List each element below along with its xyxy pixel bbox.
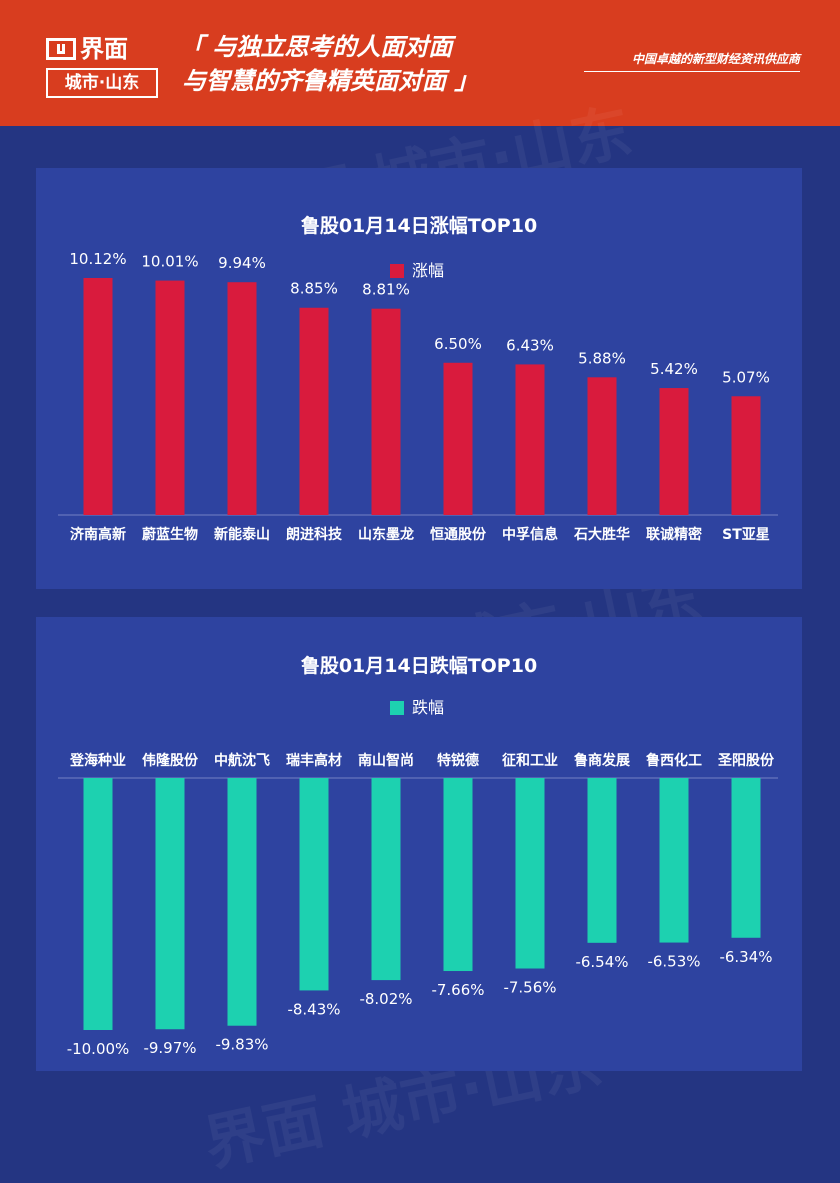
bar xyxy=(515,778,545,969)
data-label: -6.54% xyxy=(575,953,628,971)
legend-label: 跌幅 xyxy=(412,698,444,717)
bar xyxy=(155,778,185,1030)
bar xyxy=(299,778,329,991)
header-banner: 界面 城市·山东 「 与独立思考的人面对面 与智慧的齐鲁精英面对面 」 中国卓越… xyxy=(0,0,840,126)
bar xyxy=(731,778,761,938)
bar xyxy=(227,282,257,515)
bar xyxy=(83,278,113,515)
legend-swatch xyxy=(390,264,404,278)
slogan-line-2: 与智慧的齐鲁精英面对面 」 xyxy=(182,67,479,95)
data-label: -10.00% xyxy=(67,1040,130,1058)
category-label: 鲁西化工 xyxy=(645,752,702,769)
tagline-divider xyxy=(584,71,800,72)
tagline: 中国卓越的新型财经资讯供应商 xyxy=(631,52,800,66)
data-label: -8.43% xyxy=(287,1000,340,1018)
data-label: -9.97% xyxy=(143,1039,196,1057)
category-label: 圣阳股份 xyxy=(717,752,775,769)
data-label: 5.07% xyxy=(722,368,770,386)
slogan: 「 与独立思考的人面对面 与智慧的齐鲁精英面对面 」 xyxy=(180,30,520,98)
data-label: -6.53% xyxy=(647,953,700,971)
data-label: 6.43% xyxy=(506,336,554,354)
bar xyxy=(443,362,473,515)
data-label: 5.42% xyxy=(650,360,698,378)
bar xyxy=(731,396,761,515)
category-label: 蔚蓝生物 xyxy=(142,526,198,543)
category-label: ST亚星 xyxy=(722,527,770,543)
bar xyxy=(299,307,329,515)
category-label: 朗进科技 xyxy=(286,526,343,543)
data-label: -8.02% xyxy=(359,990,412,1008)
category-label: 特锐德 xyxy=(437,752,479,769)
bar xyxy=(227,778,257,1026)
bar xyxy=(155,280,185,515)
bar xyxy=(659,388,689,515)
jiemian-logo: 界面 城市·山东 xyxy=(46,34,158,98)
category-label: 征和工业 xyxy=(502,752,558,769)
category-label: 瑞丰高材 xyxy=(286,752,342,769)
category-label: 中航沈飞 xyxy=(214,752,270,769)
gainers-panel: 鲁股01月14日涨幅TOP10 涨幅 10.12% 济南高新 10.01% 蔚蓝生物 9.9… xyxy=(36,168,802,589)
chart-title: 鲁股01月14日跌幅TOP10 xyxy=(300,654,537,677)
data-label: -9.83% xyxy=(215,1036,268,1054)
losers-chart: 鲁股01月14日跌幅TOP10 跌幅 -10.00% 登海种业 -9.97% 伟隆股份 -9… xyxy=(58,654,778,1058)
chart-title: 鲁股01月14日涨幅TOP10 xyxy=(300,214,537,237)
data-label: -6.34% xyxy=(719,948,772,966)
bar xyxy=(83,778,113,1030)
logo-main-text: 界面 xyxy=(80,35,128,63)
data-label: 8.85% xyxy=(290,280,338,298)
data-label: 10.12% xyxy=(69,250,126,268)
gainers-chart: 鲁股01月14日涨幅TOP10 涨幅 10.12% 济南高新 10.01% 蔚蓝生物 9.9… xyxy=(58,214,778,543)
bar xyxy=(443,778,473,972)
data-label: -7.66% xyxy=(431,981,484,999)
bar xyxy=(371,308,401,515)
data-label: 10.01% xyxy=(141,253,198,271)
category-label: 山东墨龙 xyxy=(358,526,414,543)
logo-mark-icon xyxy=(46,38,76,60)
category-label: 济南高新 xyxy=(70,526,126,543)
category-label: 中孚信息 xyxy=(502,526,558,543)
data-label: 5.88% xyxy=(578,349,626,367)
category-label: 登海种业 xyxy=(69,752,126,769)
bar xyxy=(371,778,401,981)
data-label: 9.94% xyxy=(218,254,266,272)
slogan-line-1: 「 与独立思考的人面对面 xyxy=(180,33,453,61)
logo-main: 界面 xyxy=(46,34,158,64)
category-label: 伟隆股份 xyxy=(142,752,199,769)
category-label: 恒通股份 xyxy=(430,526,487,543)
data-label: -7.56% xyxy=(503,979,556,997)
bar xyxy=(659,778,689,943)
category-label: 联诚精密 xyxy=(646,526,702,543)
legend-swatch xyxy=(390,701,404,715)
category-label: 南山智尚 xyxy=(358,752,414,769)
bar xyxy=(515,364,545,515)
losers-panel: 鲁股01月14日跌幅TOP10 跌幅 -10.00% 登海种业 -9.97% 伟隆股份 -9… xyxy=(36,617,802,1071)
bar xyxy=(587,778,617,943)
category-label: 鲁商发展 xyxy=(573,752,630,769)
data-label: 6.50% xyxy=(434,335,482,353)
data-label: 8.81% xyxy=(362,281,410,299)
logo-sub: 城市·山东 xyxy=(46,68,158,98)
bar xyxy=(587,377,617,515)
category-label: 石大胜华 xyxy=(573,526,630,543)
category-label: 新能泰山 xyxy=(214,526,270,543)
legend-label: 涨幅 xyxy=(412,261,444,280)
